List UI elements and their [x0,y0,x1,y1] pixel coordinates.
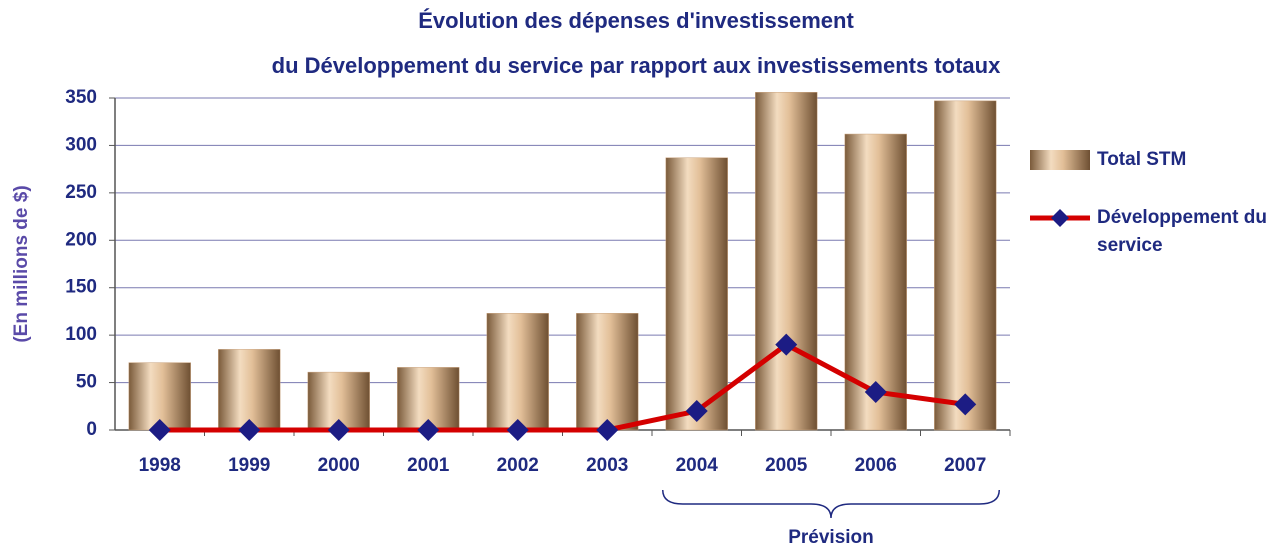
y-tick-label: 0 [86,419,97,440]
y-tick-label: 100 [65,324,97,345]
annotation: Prévision [788,527,874,548]
legend-label: Total STM [1097,149,1187,170]
marker [327,419,350,441]
x-tick-label: 1999 [228,455,270,476]
chart-title: Évolution des dépenses d'investissement [418,8,854,33]
x-tick-label: 2005 [765,455,808,476]
line [159,342,966,433]
bar [576,313,639,431]
x-tick-label: 2002 [497,455,539,476]
legend-label: Développement du service [1097,207,1267,256]
bar [128,362,191,431]
marker [596,419,619,441]
brace [661,489,1001,519]
bar [486,313,549,431]
bar [665,157,728,431]
y-axis-label: (En millions de $) [11,185,32,342]
marker [238,419,261,441]
legend-swatch [1030,150,1090,170]
bar [218,349,281,431]
x-tick-label: 2001 [407,455,450,476]
marker [864,381,887,404]
y-tick-label: 50 [76,372,97,393]
bar [934,100,997,431]
x-tick-label: 2000 [318,455,360,476]
marker [954,393,977,416]
bar [755,92,818,431]
y-tick-label: 250 [65,182,97,203]
chart-title: du Développement du service par rapport … [272,53,1001,78]
legend-marker [1051,209,1069,227]
marker [506,419,529,441]
y-tick-label: 150 [65,277,97,298]
legend-entry: Total STM [1097,149,1187,170]
legend-entry: Développement du service [1097,207,1267,256]
marker [148,419,171,441]
marker [685,400,708,423]
x-tick-label: 2007 [944,455,986,476]
y-tick-label: 350 [65,87,97,108]
marker [775,333,798,356]
marker [417,419,440,441]
x-tick-label: 2003 [586,455,628,476]
x-tick-label: 2004 [676,455,719,476]
y-tick-label: 200 [65,229,97,250]
y-tick-label: 300 [65,134,97,155]
x-tick-label: 1998 [139,455,181,476]
x-tick-label: 2006 [855,455,897,476]
